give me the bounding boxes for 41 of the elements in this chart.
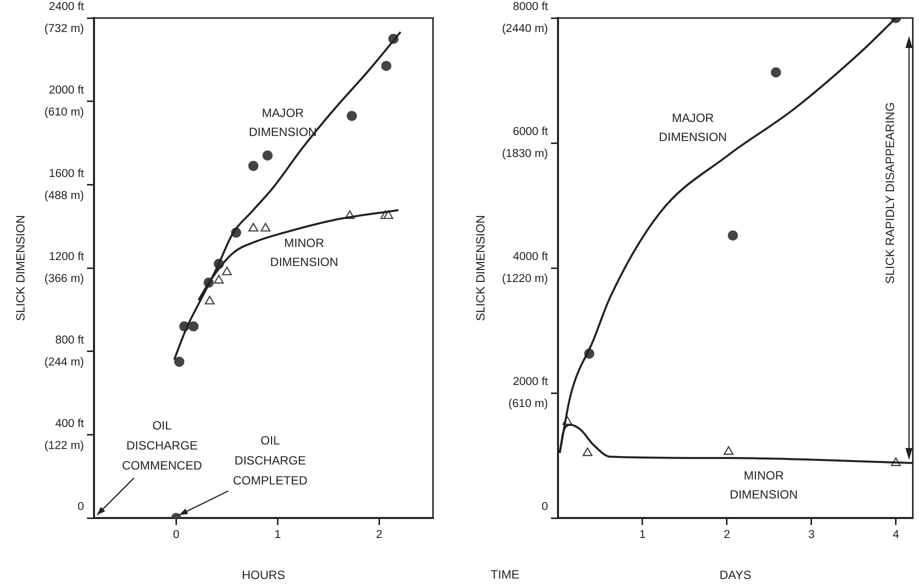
y2-tick-label: (1830 m) [502,148,548,160]
y2-tick-label: (366 m) [44,273,84,286]
x-axis-title: HOURS [242,568,286,582]
text: TIME [490,567,520,582]
y-tick-label: 0 [542,501,548,514]
y2-axis-title: SLICK DIMENSION [474,214,488,322]
x-tick-label: 2 [724,529,730,542]
y-tick-label: 6000 ft [512,126,549,138]
y2-tick-label: (122 m) [44,440,84,452]
y2-tick-label: (732 m) [44,23,84,36]
series-label: MAJOR DIMENSION [658,110,727,144]
y-tick-label: 1200 ft [48,251,85,264]
y-tick-label: 400 ft [55,418,85,430]
x-tick-label: 1 [274,529,281,542]
y2-tick-label: (2440 m) [502,23,548,36]
y2-tick-label: (610 m) [508,398,548,410]
series-label: MINOR DIMENSION [730,468,798,502]
y2-tick-label: (488 m) [44,190,84,202]
y-tick-label: 2400 ft [48,1,85,14]
series-label: MINOR DIMENSION [270,236,338,269]
y-tick-label: 4000 ft [512,251,549,264]
y-tick-label: 1600 ft [48,168,85,180]
x-tick-label: 0 [173,529,180,542]
y2-tick-label: (244 m) [44,356,84,369]
x-tick-label: 1 [639,529,646,542]
y2-tick-label: (610 m) [44,106,84,119]
annotation: OIL DISCHARGE COMPLETED [232,433,308,488]
annotation: OIL DISCHARGE COMMENCED [122,418,202,472]
x-tick-label: 2 [376,529,382,542]
annotation: SLICK RAPIDLY DISAPPEARING [883,102,898,284]
y-tick-label: 0 [78,501,84,514]
y-tick-label: 2000 ft [512,376,549,388]
series-label: MAJOR DIMENSION [248,106,317,139]
x-tick-label: 3 [808,529,815,542]
x-axis-title: DAYS [720,568,752,582]
y-tick-label: 2000 ft [48,84,85,97]
y2-axis-title: SLICK DIMENSION [14,214,28,322]
y-tick-label: 8000 ft [512,1,549,14]
y-tick-label: 800 ft [55,334,85,347]
y2-tick-label: (1220 m) [502,273,548,286]
x-tick-label: 4 [892,529,900,542]
